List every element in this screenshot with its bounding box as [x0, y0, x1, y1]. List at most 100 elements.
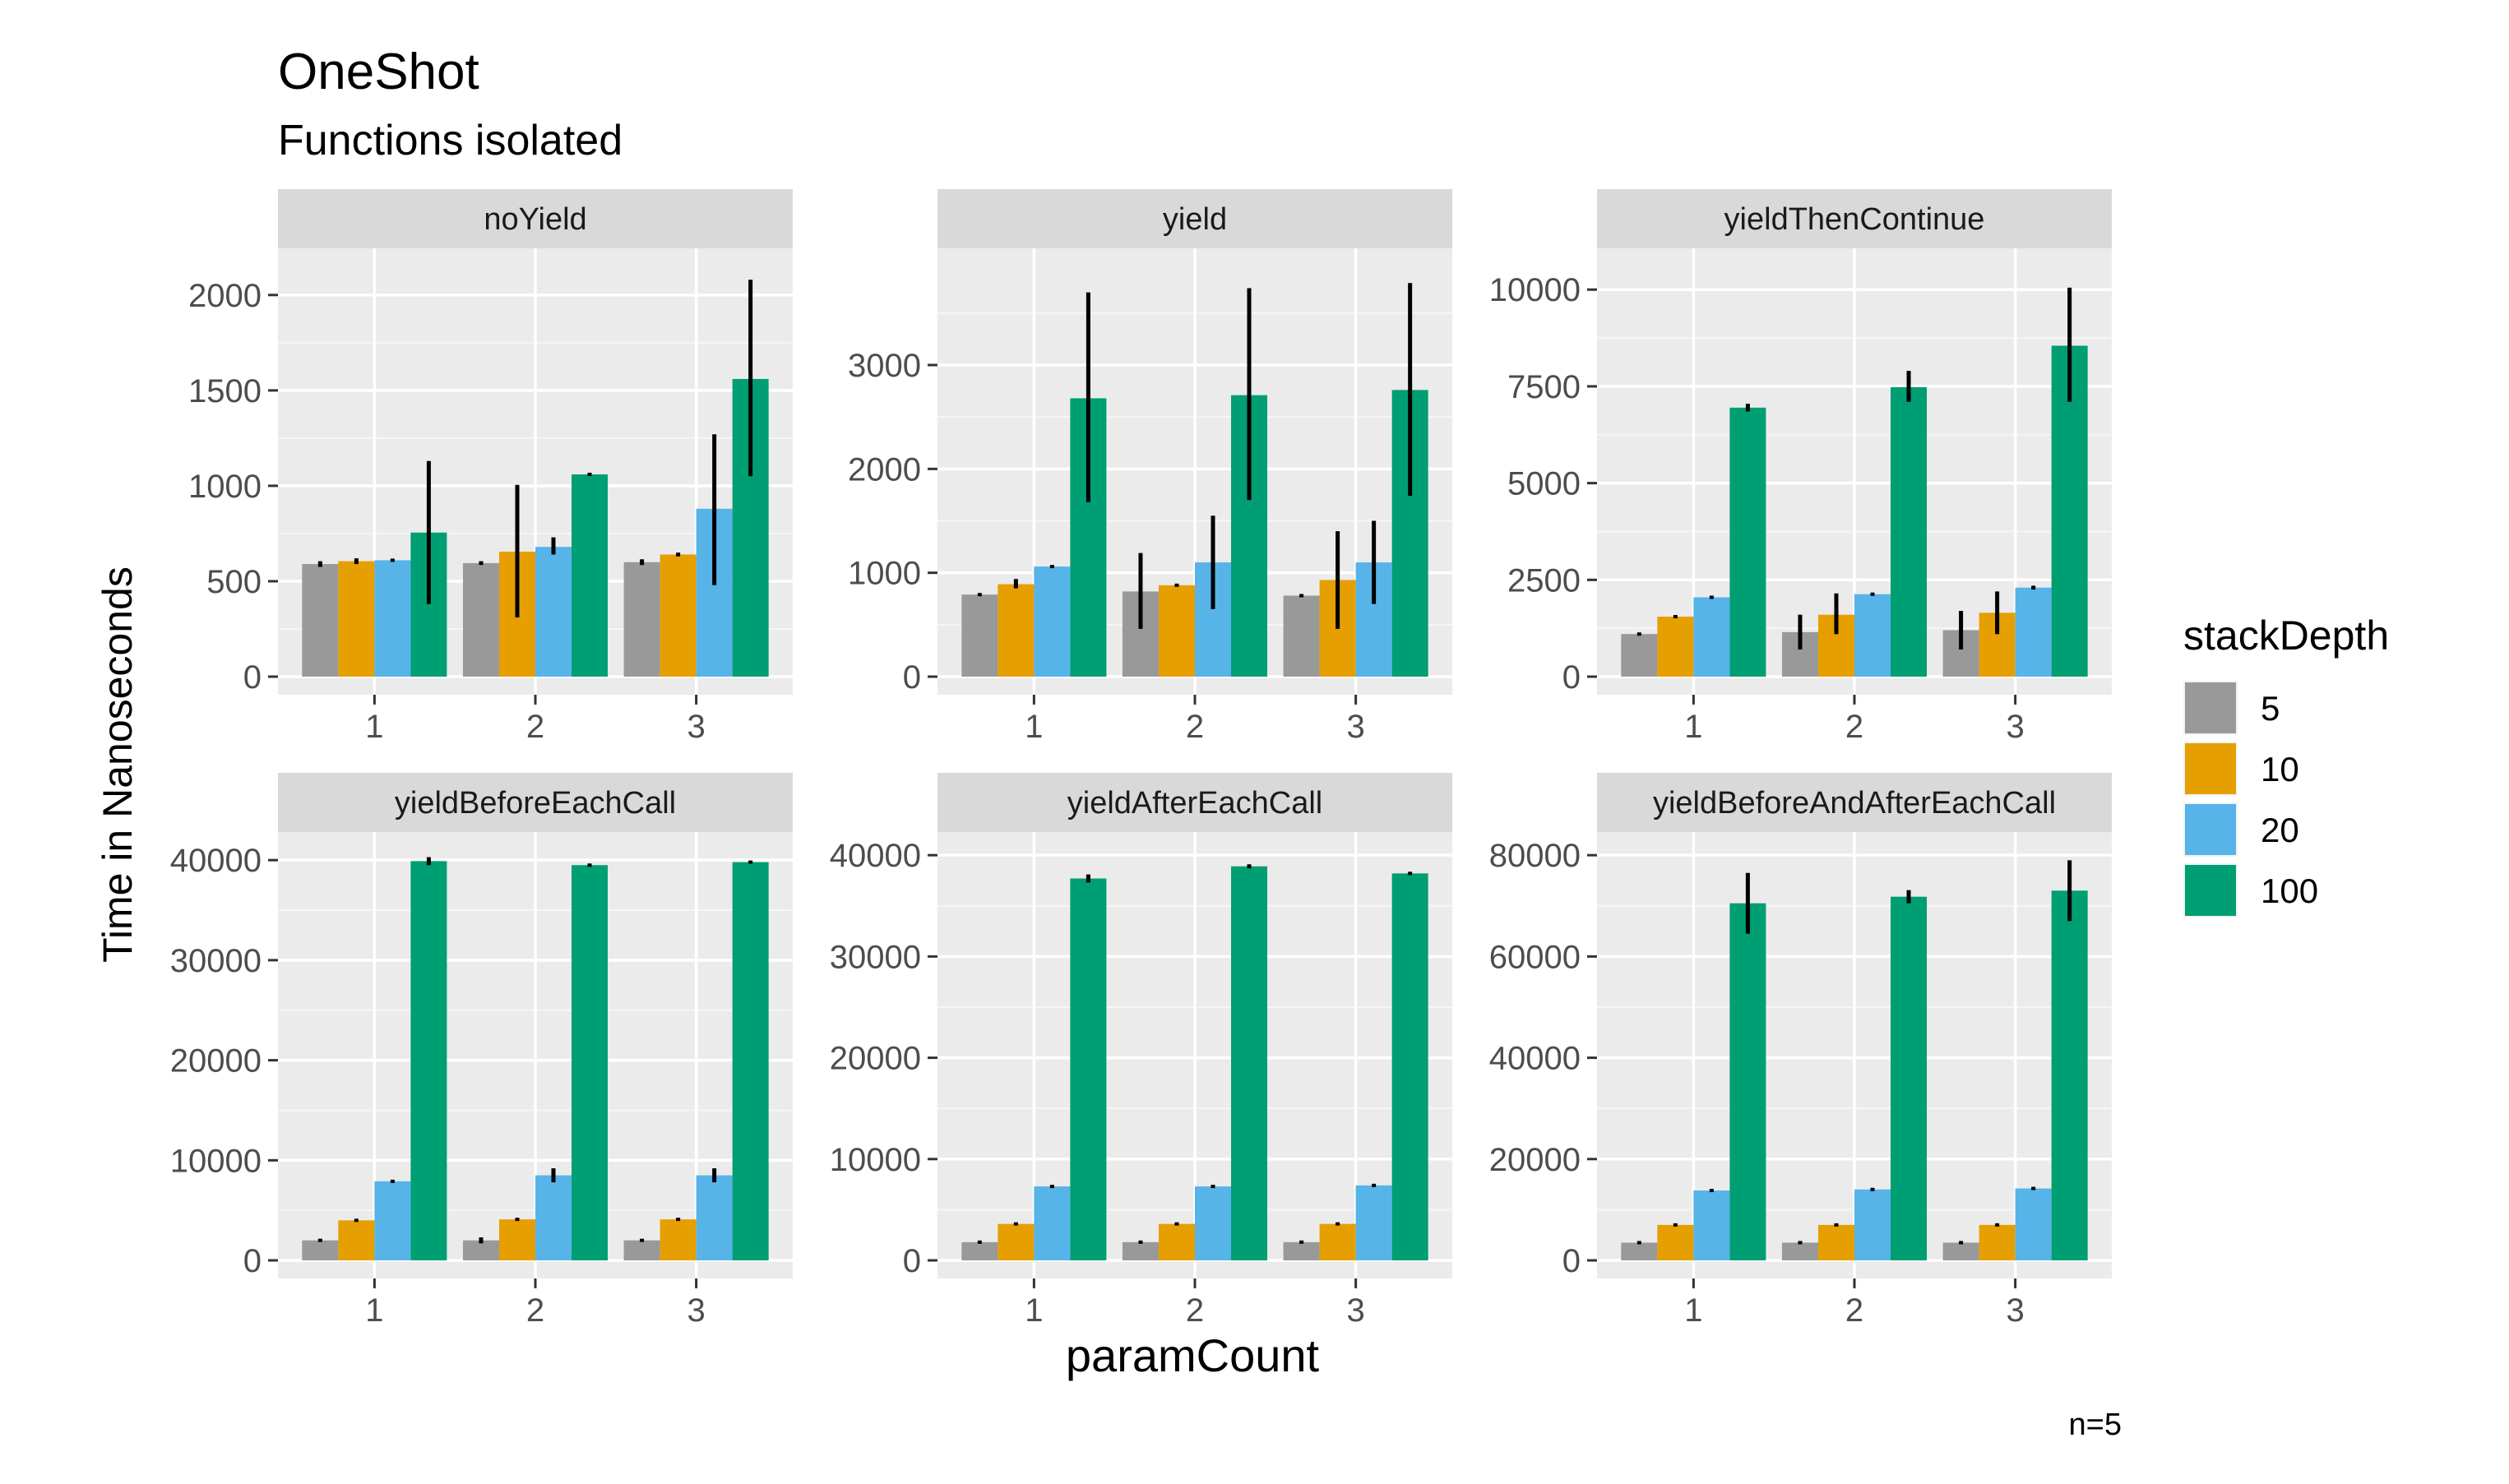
- panel-yield-before-and-after-each-call-y-tick-label: 0: [1562, 1243, 1581, 1279]
- chart-subtitle: Functions isolated: [278, 117, 623, 164]
- panel-yield-after-each-call-bar-depth-10-param-2: [1158, 1223, 1195, 1260]
- panel-yield-after-each-call-bar-depth-10-param-3: [1319, 1223, 1356, 1260]
- panel-no-yield: noYield 0 500 1000 1500 2000 1 2 3: [188, 189, 793, 745]
- panel-yield-after-each-call-y-tick-label: 10000: [830, 1142, 921, 1178]
- panel-yield-after-each-call-strip-label: yieldAfterEachCall: [1067, 786, 1322, 821]
- legend-label-20: 20: [2261, 811, 2299, 849]
- legend: stackDepth 5 10 20 100: [2183, 613, 2389, 918]
- panel-yield-then-continue-x-tick-label: 1: [1684, 709, 1702, 745]
- panel-yield-after-each-call-y-tick-label: 0: [903, 1243, 921, 1279]
- chart-title: OneShot: [278, 44, 479, 100]
- panel-yield-strip-label: yield: [1163, 202, 1227, 237]
- panel-yield-bar-depth-10-param-1: [998, 584, 1035, 677]
- panel-yield-after-each-call-y-tick-label: 30000: [830, 939, 921, 975]
- legend-label-5: 5: [2261, 689, 2280, 728]
- panel-yield-then-continue-y-tick-label: 10000: [1489, 272, 1581, 308]
- panel-yield-y-tick-label: 3000: [848, 348, 921, 384]
- panel-yield-before-each-call-y-tick-label: 10000: [170, 1143, 262, 1179]
- panel-yield-before-each-call: yieldBeforeEachCall 0 10000 20000 30000 40000…: [170, 773, 793, 1329]
- legend-key-10: [2185, 743, 2236, 794]
- panel-yield-then-continue-bar-depth-20-param-3: [2015, 587, 2052, 677]
- panel-yield-bar-depth-5-param-3: [1283, 595, 1320, 677]
- panel-yield-then-continue-bar-depth-20-param-2: [1854, 594, 1891, 677]
- panel-yield-before-each-call-bar-depth-5-param-1: [302, 1240, 339, 1260]
- panel-yield-then-continue-y-tick-label: 5000: [1507, 466, 1581, 502]
- panel-yield-after-each-call-bar-depth-100-param-3: [1391, 873, 1428, 1260]
- panel-no-yield-bar-depth-5-param-3: [623, 562, 660, 677]
- panel-yield-before-and-after-each-call-y-tick-label: 40000: [1489, 1041, 1581, 1077]
- panel-yield-after-each-call-y-tick-label: 40000: [830, 838, 921, 874]
- panel-no-yield-y-tick-label: 1500: [188, 373, 262, 409]
- panel-yield-after-each-call-x-tick-label: 3: [1347, 1292, 1365, 1329]
- panel-yield-then-continue-bar-depth-20-param-1: [1693, 597, 1730, 677]
- panel-yield-before-each-call-bar-depth-20-param-3: [696, 1175, 733, 1260]
- legend-label-10: 10: [2261, 750, 2299, 788]
- panel-no-yield-y-tick-label: 500: [206, 564, 262, 600]
- legend-title: stackDepth: [2183, 613, 2389, 659]
- panel-yield-before-and-after-each-call-x-tick-label: 1: [1684, 1292, 1702, 1329]
- panel-yield-then-continue-x-tick-label: 2: [1845, 709, 1863, 745]
- panel-yield-then-continue-bar-depth-100-param-1: [1729, 407, 1766, 677]
- panel-no-yield-bar-depth-10-param-3: [660, 554, 697, 677]
- panel-yield-before-each-call-x-tick-label: 1: [365, 1292, 383, 1329]
- panel-yield-before-and-after-each-call-bar-depth-10-param-3: [1979, 1224, 2016, 1260]
- panel-yield-before-and-after-each-call-bar-depth-20-param-1: [1693, 1190, 1730, 1260]
- panel-no-yield-bar-depth-5-param-1: [302, 564, 339, 677]
- panel-yield-after-each-call-bar-depth-20-param-1: [1034, 1186, 1071, 1260]
- panel-no-yield-bar-depth-5-param-2: [462, 562, 499, 677]
- panel-yield-then-continue: yieldThenContinue 0 2500 5000 7500 10000 1 2 3: [1489, 189, 2112, 745]
- panel-yield-before-each-call-y-tick-label: 30000: [170, 943, 262, 979]
- panel-yield-before-each-call-bar-depth-5-param-2: [462, 1240, 499, 1260]
- panel-no-yield-strip-label: noYield: [484, 202, 586, 237]
- panel-yield-after-each-call-x-tick-label: 2: [1186, 1292, 1204, 1329]
- panel-no-yield-strip: [278, 189, 793, 248]
- panel-yield-before-each-call-bar-depth-100-param-2: [572, 865, 609, 1260]
- panel-yield-before-and-after-each-call-strip: [1597, 773, 2112, 832]
- panel-no-yield-x-tick-label: 2: [526, 709, 544, 745]
- panel-yield-bar-depth-20-param-1: [1034, 566, 1071, 677]
- panel-yield-before-and-after-each-call-bar-depth-100-param-1: [1729, 903, 1766, 1260]
- panel-yield-x-tick-label: 2: [1186, 709, 1204, 745]
- panel-yield-before-and-after-each-call-bar-depth-10-param-2: [1817, 1224, 1854, 1260]
- panel-yield-then-continue-strip: [1597, 189, 2112, 248]
- panel-yield-before-each-call-bar-depth-100-param-1: [410, 861, 447, 1260]
- legend-label-100: 100: [2261, 871, 2318, 910]
- panel-yield-after-each-call-bar-depth-100-param-1: [1070, 878, 1107, 1260]
- panel-no-yield-x-tick-label: 1: [365, 709, 383, 745]
- panel-yield-before-each-call-bar-depth-10-param-2: [498, 1219, 535, 1260]
- panel-yield-before-and-after-each-call-bar-depth-20-param-2: [1854, 1189, 1891, 1260]
- panel-yield-x-tick-label: 3: [1347, 709, 1365, 745]
- panel-no-yield-x-tick-label: 3: [687, 709, 706, 745]
- panel-yield-after-each-call-bar-depth-5-param-1: [961, 1241, 998, 1260]
- panel-yield-before-each-call-x-tick-label: 3: [687, 1292, 706, 1329]
- panel-no-yield-y-tick-label: 0: [243, 659, 262, 696]
- panel-yield-before-and-after-each-call-y-tick-label: 60000: [1489, 939, 1581, 975]
- legend-key-100: [2185, 865, 2236, 916]
- panel-no-yield-bar-depth-10-param-1: [338, 561, 375, 677]
- panel-yield-after-each-call-bar-depth-20-param-3: [1355, 1185, 1392, 1260]
- panel-yield-x-tick-label: 1: [1025, 709, 1043, 745]
- panel-yield-bar-depth-5-param-1: [961, 594, 998, 677]
- panel-yield-after-each-call-y-tick-label: 20000: [830, 1041, 921, 1077]
- x-axis-title: paramCount: [1066, 1329, 1320, 1381]
- panel-yield-then-continue-bar-depth-10-param-1: [1657, 617, 1694, 677]
- panel-yield-then-continue-y-tick-label: 0: [1562, 659, 1581, 696]
- panel-yield-after-each-call: yieldAfterEachCall 0 10000 20000 30000 40000 1…: [830, 773, 1452, 1329]
- panel-yield-then-continue-y-tick-label: 2500: [1507, 562, 1581, 599]
- panel-yield-before-and-after-each-call-y-tick-label: 80000: [1489, 838, 1581, 874]
- panel-yield-before-each-call-y-tick-label: 20000: [170, 1043, 262, 1079]
- panel-yield-bar-depth-10-param-2: [1158, 585, 1195, 677]
- panel-yield-before-each-call-x-tick-label: 2: [526, 1292, 544, 1329]
- panel-yield-then-continue-y-tick-label: 7500: [1507, 369, 1581, 405]
- panel-no-yield-bar-depth-100-param-2: [572, 474, 609, 677]
- panel-yield-strip: [937, 189, 1452, 248]
- panel-yield-before-each-call-bar-depth-20-param-2: [535, 1175, 572, 1260]
- panel-yield-before-and-after-each-call-x-tick-label: 2: [1845, 1292, 1863, 1329]
- panel-yield-after-each-call-x-tick-label: 1: [1025, 1292, 1043, 1329]
- panel-yield-y-tick-label: 2000: [848, 451, 921, 488]
- panel-yield-before-each-call-strip: [278, 773, 793, 832]
- panel-yield-then-continue-x-tick-label: 3: [2007, 709, 2025, 745]
